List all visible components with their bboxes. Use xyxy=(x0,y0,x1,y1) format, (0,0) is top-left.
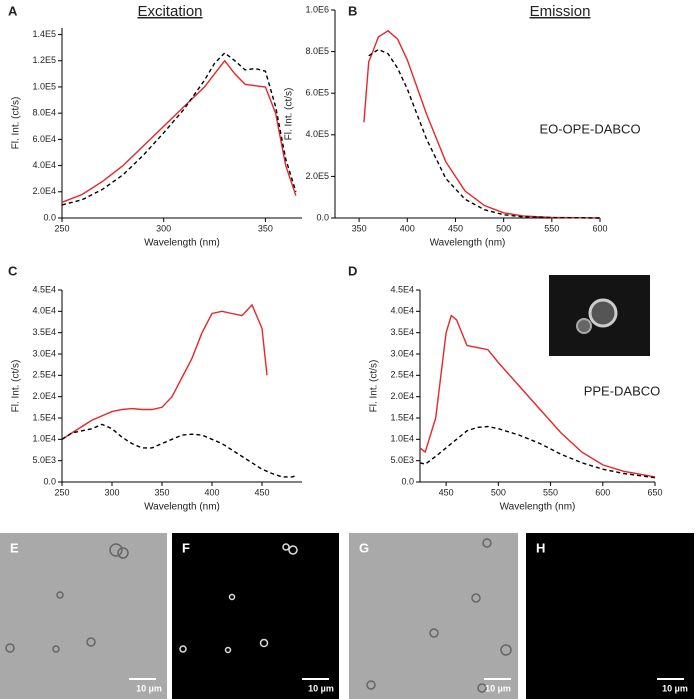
y-tick-label: 1.0E4 xyxy=(32,434,56,444)
y-tick-label: 1.0E5 xyxy=(32,81,56,91)
y-tick-label: 4.0E5 xyxy=(305,129,329,139)
panel-label: F xyxy=(182,540,190,555)
x-tick-label: 650 xyxy=(647,487,662,497)
x-tick-label: 250 xyxy=(54,223,69,233)
y-tick-label: 8.0E4 xyxy=(32,108,56,118)
y-tick-label: 0.0 xyxy=(316,212,329,222)
panel-label: B xyxy=(348,3,357,18)
header: Emission xyxy=(530,3,591,20)
y-tick-label: 2.5E4 xyxy=(32,370,56,380)
y-tick-label: 3.5E4 xyxy=(390,327,414,337)
y-tick-label: 1.5E4 xyxy=(32,412,56,422)
x-tick-label: 500 xyxy=(491,487,506,497)
panel-label: E xyxy=(10,540,19,555)
x-tick-label: 250 xyxy=(54,487,69,497)
x-tick-label: 450 xyxy=(254,487,269,497)
y-tick-label: 6.0E4 xyxy=(32,134,56,144)
x-tick-label: 350 xyxy=(258,223,273,233)
y-tick-label: 2.5E4 xyxy=(390,370,414,380)
y-tick-label: 2.0E4 xyxy=(32,186,56,196)
x-tick-label: 400 xyxy=(204,487,219,497)
scale-bar-label: 10 µm xyxy=(662,683,688,693)
scale-bar-label: 10 µm xyxy=(136,683,162,693)
y-tick-label: 4.0E4 xyxy=(32,306,56,316)
scale-bar-label: 10 µm xyxy=(308,683,334,693)
x-tick-label: 350 xyxy=(352,223,367,233)
panel-label: D xyxy=(348,263,357,278)
y-tick-label: 4.5E4 xyxy=(390,284,414,294)
inset-image xyxy=(549,275,650,356)
y-tick-label: 4.0E4 xyxy=(32,160,56,170)
y-tick-label: 1.0E4 xyxy=(390,434,414,444)
y-tick-label: 4.0E4 xyxy=(390,306,414,316)
x-tick-label: 300 xyxy=(156,223,171,233)
x-tick-label: 400 xyxy=(400,223,415,233)
series-line xyxy=(61,59,297,203)
compound-label: EO-OPE-DABCO xyxy=(539,121,640,136)
x-axis-label: Wavelength (nm) xyxy=(500,502,576,513)
y-tick-label: 2.0E5 xyxy=(305,171,329,181)
x-tick-label: 450 xyxy=(439,487,454,497)
y-tick-label: 5.0E3 xyxy=(32,455,56,465)
x-axis-label: Wavelength (nm) xyxy=(144,502,220,513)
micrographs xyxy=(0,533,694,699)
y-tick-label: 4.5E4 xyxy=(32,284,56,294)
x-axis-label: Wavelength (nm) xyxy=(430,238,506,249)
x-axis-label: Wavelength (nm) xyxy=(144,238,220,249)
y-tick-label: 1.0E6 xyxy=(305,4,329,14)
y-tick-label: 2.0E4 xyxy=(32,391,56,401)
x-tick-label: 550 xyxy=(544,223,559,233)
x-tick-label: 550 xyxy=(543,487,558,497)
y-axis-label: Fl. Int. (ct/s) xyxy=(369,360,380,413)
series-line xyxy=(368,48,601,219)
x-tick-label: 350 xyxy=(154,487,169,497)
panel-label: H xyxy=(536,540,545,555)
y-tick-label: 8.0E5 xyxy=(305,46,329,56)
series-line xyxy=(419,314,656,478)
y-tick-label: 2.0E4 xyxy=(390,391,414,401)
y-axis-label: Fl. Int. (ct/s) xyxy=(284,88,295,141)
y-axis-label: Fl. Int. (ct/s) xyxy=(11,97,22,150)
y-tick-label: 0.0 xyxy=(43,476,56,486)
y-tick-label: 3.0E4 xyxy=(390,348,414,358)
panel-label: G xyxy=(359,540,369,555)
y-tick-label: 0.0 xyxy=(401,476,414,486)
y-tick-label: 1.4E5 xyxy=(32,29,56,39)
compound-label: PPE-DABCO xyxy=(584,383,661,398)
panel-label: C xyxy=(8,263,18,278)
y-tick-label: 5.0E3 xyxy=(390,455,414,465)
header: Excitation xyxy=(137,3,202,20)
series-line xyxy=(419,425,656,479)
series-line xyxy=(61,423,298,478)
y-tick-label: 3.0E4 xyxy=(32,348,56,358)
x-tick-label: 300 xyxy=(104,487,119,497)
scale-bar-label: 10 µm xyxy=(485,683,511,693)
y-tick-label: 1.5E4 xyxy=(390,412,414,422)
y-tick-label: 3.5E4 xyxy=(32,327,56,337)
x-tick-label: 600 xyxy=(595,487,610,497)
x-tick-label: 500 xyxy=(496,223,511,233)
y-tick-label: 6.0E5 xyxy=(305,88,329,98)
panel-label: A xyxy=(8,3,18,18)
x-tick-label: 450 xyxy=(448,223,463,233)
x-tick-label: 600 xyxy=(592,223,607,233)
series-line xyxy=(61,51,297,206)
series-line xyxy=(363,29,601,219)
series-line xyxy=(61,303,268,440)
y-tick-label: 0.0 xyxy=(43,212,56,222)
y-tick-label: 1.2E5 xyxy=(32,55,56,65)
y-axis-label: Fl. Int. (ct/s) xyxy=(11,360,22,413)
